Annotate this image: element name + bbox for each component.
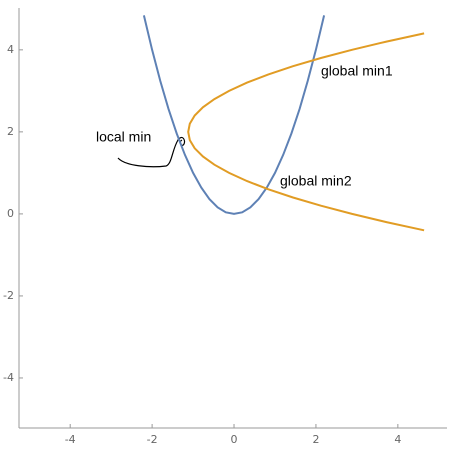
y-tick-label: 0 bbox=[7, 207, 14, 220]
x-tick-label: 4 bbox=[394, 433, 401, 446]
y-tick-label: 2 bbox=[7, 125, 14, 138]
x-tick-label: -2 bbox=[147, 433, 158, 446]
annotation: local min bbox=[96, 129, 151, 145]
annotation: global min2 bbox=[280, 173, 352, 189]
y-tick-label: 4 bbox=[7, 43, 14, 56]
y-tick-label: -4 bbox=[3, 371, 14, 384]
x-tick-label: 2 bbox=[312, 433, 319, 446]
curve bbox=[187, 32, 425, 232]
x-tick-label: -4 bbox=[65, 433, 76, 446]
curve bbox=[142, 15, 326, 215]
annotation: global min1 bbox=[321, 63, 393, 79]
x-tick-label: 0 bbox=[231, 433, 238, 446]
y-tick-label: -2 bbox=[3, 289, 14, 302]
